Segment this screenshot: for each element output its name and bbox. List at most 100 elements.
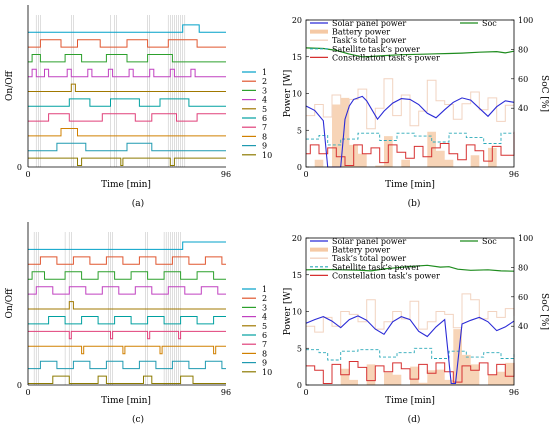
task-5-line: [28, 83, 226, 92]
y-right-tick-label: 60: [518, 293, 528, 302]
soc-line: [305, 47, 515, 58]
legend-label: 2: [262, 77, 267, 86]
legend-label: 3: [262, 303, 267, 312]
task-7-line: [28, 330, 226, 340]
legend-label: 8: [262, 349, 267, 358]
y-tick-label: 10: [292, 90, 302, 99]
task-2-line: [28, 256, 226, 265]
y-tick-label: 10: [292, 308, 302, 317]
y-axis-label: Power [W]: [283, 288, 293, 336]
x-tick-label: 0: [25, 388, 30, 397]
task-9-line: [28, 142, 226, 152]
x-tick-label: 96: [509, 170, 519, 179]
satellite-task-power-line: [306, 132, 515, 146]
constellation-task-power-line: [306, 361, 515, 384]
panel-caption: (c): [132, 414, 144, 425]
x-tick-label: 96: [221, 170, 231, 179]
x-tick-label: 0: [303, 170, 308, 179]
task-7-line: [28, 113, 226, 122]
y-tick-label: 5: [297, 344, 302, 353]
y-tick-label: 15: [292, 53, 302, 62]
legend-label: 4: [262, 96, 267, 105]
task-5-line: [28, 301, 226, 310]
y-tick-label: 15: [292, 271, 302, 280]
legend-label: 9: [262, 359, 267, 368]
y-axis-label: On/Off: [5, 288, 15, 319]
task-8-line: [28, 128, 226, 137]
task-1-line: [28, 24, 226, 33]
y-right-tick-label: 60: [518, 75, 528, 84]
legend-label: Soc: [482, 237, 497, 246]
legend-label: 4: [262, 313, 267, 322]
y-right-tick-label: 40: [518, 104, 528, 113]
legend-label: 10: [262, 368, 272, 377]
task-6-line: [28, 98, 226, 107]
y-tick-label: 0: [17, 163, 22, 172]
y-axis-label: On/Off: [5, 70, 15, 101]
legend-label: Constellation task’s power: [332, 271, 440, 280]
power-panel-2: 0 5 10 15 20 40 60 80 100 0 96 Time [min] Power [W] S…: [283, 16, 549, 209]
y-tick-label: 0: [297, 163, 302, 172]
task-3-line: [28, 271, 226, 280]
panel-caption: (b): [408, 198, 421, 209]
legend-label: 6: [262, 114, 267, 123]
x-axis-label: Time [min]: [101, 180, 151, 190]
x-axis-label: Time [min]: [385, 180, 435, 190]
battery-power-area: [306, 97, 514, 167]
legend-label: 9: [262, 142, 267, 151]
legend-label: Task’s total power: [332, 36, 406, 45]
task-4-line: [28, 68, 226, 78]
legend-label: Constellation task’s power: [332, 53, 440, 62]
task-9-line: [28, 360, 226, 370]
x-tick-label: 96: [509, 388, 519, 397]
task-10-line: [28, 157, 226, 166]
soc-line: [305, 264, 515, 272]
legend-label: 5: [262, 105, 267, 114]
legend-label: 6: [262, 331, 267, 340]
task-4-line: [28, 286, 226, 295]
y-tick-label: 20: [292, 234, 302, 243]
legend-label: 1: [262, 68, 267, 77]
y-right-tick-label: 80: [518, 45, 528, 54]
x-axis-label: Time [min]: [385, 396, 435, 406]
legend-label: Solar panel power: [332, 19, 406, 28]
constellation-task-power-line: [306, 131, 515, 166]
y-tick-label: 0: [297, 381, 302, 390]
legend-label: 5: [262, 322, 267, 331]
legend-label: Soc: [482, 19, 497, 28]
task-total-power-line: [306, 293, 515, 333]
y-axis-label: Power [W]: [283, 70, 293, 118]
legend-label: 1: [262, 285, 267, 294]
y-right-tick-label: 80: [518, 263, 528, 272]
y-right-tick-label: 40: [518, 322, 528, 331]
task-total-power-line: [306, 78, 514, 130]
y-right-tick-label: 100: [518, 16, 533, 25]
y-right-axis-label: SoC [%]: [539, 75, 549, 112]
task-2-line: [28, 39, 226, 48]
y-tick-label: 20: [292, 16, 302, 25]
y-right-axis-label: SoC [%]: [539, 293, 549, 330]
task-6-line: [28, 316, 226, 325]
task-3-line: [28, 54, 226, 63]
x-tick-label: 0: [25, 170, 30, 179]
legend-label: 7: [262, 123, 267, 132]
solar-panel-power-line: [305, 315, 515, 385]
y-right-tick-label: 100: [518, 234, 533, 243]
legend-label: 10: [262, 151, 272, 160]
y-tick-label: 5: [297, 126, 302, 135]
satellite-task-power-line: [306, 347, 515, 361]
power-panel-4: 0 5 10 15 20 40 60 80 100 0 96 Time [min] Power [W] S…: [283, 234, 549, 425]
legend-label: Solar panel power: [332, 237, 406, 246]
legend-label: 7: [262, 340, 267, 349]
panel-caption: (d): [408, 414, 421, 425]
y-tick-label: 0: [17, 381, 22, 390]
legend-label: 8: [262, 132, 267, 141]
legend-label: Satellite task’s power: [332, 263, 420, 272]
legend-label: Battery power: [332, 246, 390, 255]
